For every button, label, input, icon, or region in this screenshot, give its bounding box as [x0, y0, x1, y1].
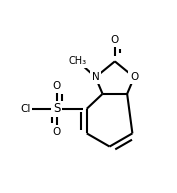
- Text: N: N: [92, 72, 99, 82]
- Text: O: O: [53, 81, 61, 91]
- Text: Cl: Cl: [20, 104, 30, 114]
- Text: O: O: [53, 127, 61, 137]
- Text: O: O: [111, 35, 119, 45]
- Text: S: S: [53, 102, 61, 115]
- Text: O: O: [130, 72, 138, 82]
- Text: CH₃: CH₃: [69, 56, 87, 66]
